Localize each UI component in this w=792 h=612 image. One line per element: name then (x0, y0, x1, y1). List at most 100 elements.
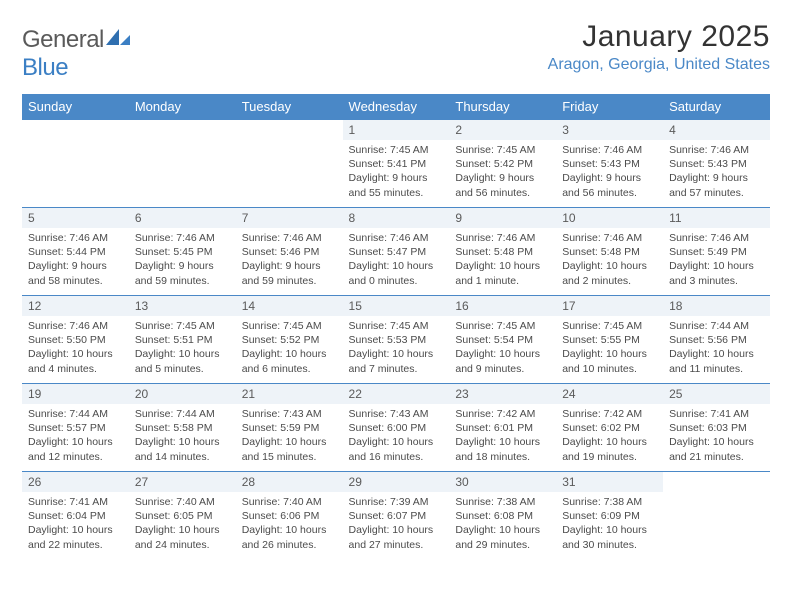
page-header: GeneralBlue January 2025 Aragon, Georgia… (22, 20, 770, 82)
day-cell: 31Sunrise: 7:38 AMSunset: 6:09 PMDayligh… (556, 472, 663, 560)
day-number: 14 (236, 296, 343, 316)
day-cell: 8Sunrise: 7:46 AMSunset: 5:47 PMDaylight… (343, 208, 450, 296)
month-title: January 2025 (548, 20, 770, 54)
sunset-text: Sunset: 5:57 PM (28, 421, 123, 435)
day-cell: 19Sunrise: 7:44 AMSunset: 5:57 PMDayligh… (22, 384, 129, 472)
sunset-text: Sunset: 6:09 PM (562, 509, 657, 523)
day-details: Sunrise: 7:46 AMSunset: 5:43 PMDaylight:… (556, 140, 663, 206)
day-cell (236, 120, 343, 208)
day-number: 9 (449, 208, 556, 228)
sunset-text: Sunset: 5:44 PM (28, 245, 123, 259)
day-details: Sunrise: 7:44 AMSunset: 5:56 PMDaylight:… (663, 316, 770, 382)
day-number: 27 (129, 472, 236, 492)
day-details: Sunrise: 7:46 AMSunset: 5:44 PMDaylight:… (22, 228, 129, 294)
calendar-table: Sunday Monday Tuesday Wednesday Thursday… (22, 94, 770, 560)
day-number: 12 (22, 296, 129, 316)
day-cell: 14Sunrise: 7:45 AMSunset: 5:52 PMDayligh… (236, 296, 343, 384)
daylight-text: Daylight: 10 hours and 22 minutes. (28, 523, 123, 551)
day-details: Sunrise: 7:46 AMSunset: 5:46 PMDaylight:… (236, 228, 343, 294)
day-number: 2 (449, 120, 556, 140)
day-cell: 22Sunrise: 7:43 AMSunset: 6:00 PMDayligh… (343, 384, 450, 472)
daylight-text: Daylight: 10 hours and 29 minutes. (455, 523, 550, 551)
sunrise-text: Sunrise: 7:46 AM (28, 319, 123, 333)
sunset-text: Sunset: 5:59 PM (242, 421, 337, 435)
sunset-text: Sunset: 5:46 PM (242, 245, 337, 259)
day-details: Sunrise: 7:46 AMSunset: 5:48 PMDaylight:… (556, 228, 663, 294)
day-number: 20 (129, 384, 236, 404)
day-details: Sunrise: 7:43 AMSunset: 5:59 PMDaylight:… (236, 404, 343, 470)
day-cell: 30Sunrise: 7:38 AMSunset: 6:08 PMDayligh… (449, 472, 556, 560)
sunrise-text: Sunrise: 7:45 AM (349, 319, 444, 333)
day-number: 23 (449, 384, 556, 404)
day-number: 11 (663, 208, 770, 228)
sunset-text: Sunset: 5:43 PM (669, 157, 764, 171)
day-details: Sunrise: 7:46 AMSunset: 5:45 PMDaylight:… (129, 228, 236, 294)
logo: GeneralBlue (22, 20, 132, 82)
logo-general: General (22, 26, 104, 53)
day-details: Sunrise: 7:46 AMSunset: 5:48 PMDaylight:… (449, 228, 556, 294)
dayhead-tue: Tuesday (236, 94, 343, 120)
sunrise-text: Sunrise: 7:46 AM (135, 231, 230, 245)
day-details: Sunrise: 7:44 AMSunset: 5:57 PMDaylight:… (22, 404, 129, 470)
daylight-text: Daylight: 9 hours and 57 minutes. (669, 171, 764, 199)
sunset-text: Sunset: 5:52 PM (242, 333, 337, 347)
sunrise-text: Sunrise: 7:44 AM (669, 319, 764, 333)
day-number: 16 (449, 296, 556, 316)
day-header-row: Sunday Monday Tuesday Wednesday Thursday… (22, 94, 770, 120)
sunset-text: Sunset: 5:43 PM (562, 157, 657, 171)
sunrise-text: Sunrise: 7:45 AM (562, 319, 657, 333)
day-details: Sunrise: 7:45 AMSunset: 5:54 PMDaylight:… (449, 316, 556, 382)
day-details: Sunrise: 7:38 AMSunset: 6:08 PMDaylight:… (449, 492, 556, 558)
day-number: 8 (343, 208, 450, 228)
daylight-text: Daylight: 9 hours and 56 minutes. (562, 171, 657, 199)
daylight-text: Daylight: 10 hours and 7 minutes. (349, 347, 444, 375)
daylight-text: Daylight: 10 hours and 19 minutes. (562, 435, 657, 463)
daylight-text: Daylight: 10 hours and 27 minutes. (349, 523, 444, 551)
day-cell: 18Sunrise: 7:44 AMSunset: 5:56 PMDayligh… (663, 296, 770, 384)
day-cell: 13Sunrise: 7:45 AMSunset: 5:51 PMDayligh… (129, 296, 236, 384)
sunrise-text: Sunrise: 7:46 AM (669, 143, 764, 157)
sunrise-text: Sunrise: 7:42 AM (455, 407, 550, 421)
dayhead-wed: Wednesday (343, 94, 450, 120)
day-cell: 3Sunrise: 7:46 AMSunset: 5:43 PMDaylight… (556, 120, 663, 208)
day-number: 29 (343, 472, 450, 492)
sunrise-text: Sunrise: 7:45 AM (455, 319, 550, 333)
daylight-text: Daylight: 10 hours and 18 minutes. (455, 435, 550, 463)
dayhead-mon: Monday (129, 94, 236, 120)
daylight-text: Daylight: 10 hours and 11 minutes. (669, 347, 764, 375)
day-cell (22, 120, 129, 208)
day-cell: 4Sunrise: 7:46 AMSunset: 5:43 PMDaylight… (663, 120, 770, 208)
day-number: 5 (22, 208, 129, 228)
day-details: Sunrise: 7:40 AMSunset: 6:05 PMDaylight:… (129, 492, 236, 558)
sunrise-text: Sunrise: 7:42 AM (562, 407, 657, 421)
day-details: Sunrise: 7:46 AMSunset: 5:47 PMDaylight:… (343, 228, 450, 294)
day-number: 4 (663, 120, 770, 140)
day-number: 13 (129, 296, 236, 316)
day-number: 15 (343, 296, 450, 316)
sunset-text: Sunset: 6:04 PM (28, 509, 123, 523)
sunset-text: Sunset: 5:56 PM (669, 333, 764, 347)
daylight-text: Daylight: 10 hours and 4 minutes. (28, 347, 123, 375)
sunset-text: Sunset: 6:03 PM (669, 421, 764, 435)
sunrise-text: Sunrise: 7:45 AM (349, 143, 444, 157)
day-number: 3 (556, 120, 663, 140)
day-cell: 20Sunrise: 7:44 AMSunset: 5:58 PMDayligh… (129, 384, 236, 472)
day-cell: 6Sunrise: 7:46 AMSunset: 5:45 PMDaylight… (129, 208, 236, 296)
day-cell: 29Sunrise: 7:39 AMSunset: 6:07 PMDayligh… (343, 472, 450, 560)
day-details: Sunrise: 7:42 AMSunset: 6:01 PMDaylight:… (449, 404, 556, 470)
day-cell: 17Sunrise: 7:45 AMSunset: 5:55 PMDayligh… (556, 296, 663, 384)
sunset-text: Sunset: 5:45 PM (135, 245, 230, 259)
day-number: 28 (236, 472, 343, 492)
day-cell: 24Sunrise: 7:42 AMSunset: 6:02 PMDayligh… (556, 384, 663, 472)
sunset-text: Sunset: 5:48 PM (455, 245, 550, 259)
day-number: 22 (343, 384, 450, 404)
day-number: 7 (236, 208, 343, 228)
day-details: Sunrise: 7:46 AMSunset: 5:43 PMDaylight:… (663, 140, 770, 206)
day-details: Sunrise: 7:45 AMSunset: 5:41 PMDaylight:… (343, 140, 450, 206)
day-number: 26 (22, 472, 129, 492)
day-details: Sunrise: 7:45 AMSunset: 5:51 PMDaylight:… (129, 316, 236, 382)
dayhead-sun: Sunday (22, 94, 129, 120)
day-cell: 10Sunrise: 7:46 AMSunset: 5:48 PMDayligh… (556, 208, 663, 296)
day-details: Sunrise: 7:38 AMSunset: 6:09 PMDaylight:… (556, 492, 663, 558)
sunrise-text: Sunrise: 7:44 AM (28, 407, 123, 421)
